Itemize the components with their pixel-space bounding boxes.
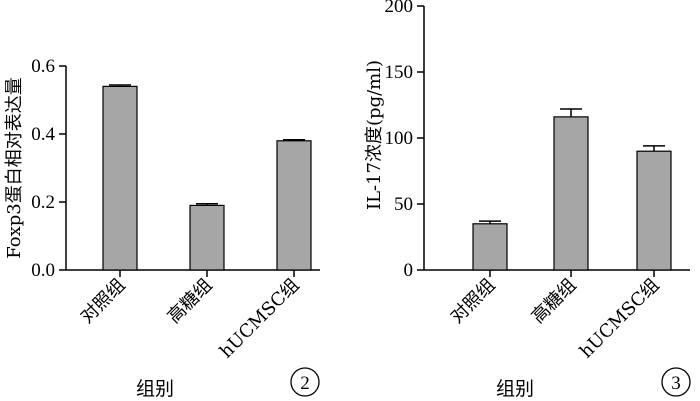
category-label: 高糖组 xyxy=(528,275,581,328)
category-label: hUCMSC组 xyxy=(216,275,304,363)
y-axis-title: IL-17浓度(pg/ml) xyxy=(364,60,385,210)
y-tick-label: 100 xyxy=(385,128,414,149)
panel-number: 2 xyxy=(300,373,310,394)
y-tick-label: 200 xyxy=(385,0,414,17)
panel-number-circle xyxy=(661,367,691,397)
category-label: 高糖组 xyxy=(164,275,217,328)
x-axis-title: 组别 xyxy=(136,378,174,400)
bar-3 xyxy=(276,140,312,271)
y-tick-label: 0.6 xyxy=(31,56,55,77)
bar-2 xyxy=(553,116,589,271)
bar-1 xyxy=(102,85,138,271)
y-tick-label: 0 xyxy=(404,260,414,281)
x-axis-title: 组别 xyxy=(496,378,534,400)
y-tick-label: 0.4 xyxy=(31,124,55,145)
panel-number-circle xyxy=(290,367,320,397)
category-label: 对照组 xyxy=(447,275,500,328)
category-label: 对照组 xyxy=(77,275,130,328)
bar-3 xyxy=(636,150,672,271)
bar-1 xyxy=(472,223,508,271)
y-tick-label: 150 xyxy=(385,62,414,83)
y-tick-label: 0.2 xyxy=(31,192,55,213)
panel-number: 3 xyxy=(671,373,681,394)
y-axis-title: Foxp3蛋白相对表达量 xyxy=(4,77,25,258)
y-tick-label: 0.0 xyxy=(31,260,55,281)
bar-2 xyxy=(189,204,225,271)
category-label: hUCMSC组 xyxy=(576,275,664,363)
y-tick-label: 50 xyxy=(394,194,413,215)
